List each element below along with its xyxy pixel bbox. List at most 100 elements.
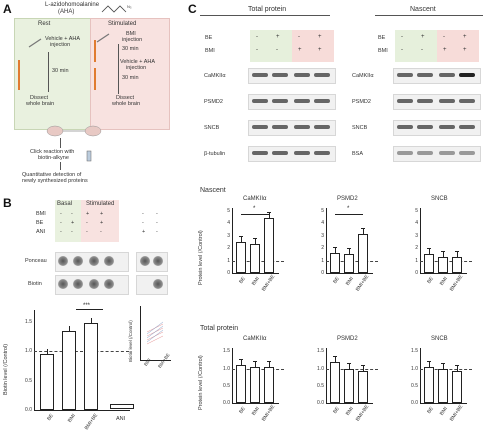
c-total-ytick: 1.5 [223,348,230,355]
aha-abbrev: (AHA) [58,9,75,15]
b-sign-cell: - [71,211,73,217]
c-nascent-band [459,73,475,77]
c-total-errcap [455,365,459,367]
c-nascent-band [439,73,455,77]
c-nascent-errcap [361,228,365,230]
c-total-errbar [335,355,336,362]
dot-blot-spot [89,279,99,289]
c-nascent-bar [358,234,368,273]
c-total-errcap [267,360,271,362]
c-nascent-bar [344,254,354,273]
b-sign-cell: - [60,220,62,226]
c-nascent-bar [452,256,462,273]
stim-bmi-label: BMI [126,31,136,37]
b-bar [62,330,76,410]
c-nascent-ytick: 2 [227,245,230,251]
rest-injection-label: Vehicle + AHA [45,36,81,42]
row-label-bmi: BMI [36,211,46,217]
c-total-band [272,99,288,103]
c-nascent-ytick: 2 [415,245,418,251]
c-nascent-be-sign: + [421,34,425,40]
total-section-heading: Total protein [200,325,239,332]
panel-b-letter: B [3,196,12,210]
rest-injection-label-2: injection [50,42,71,48]
detection-label-2: newly synthesized proteins [22,178,88,184]
dot-blot-spot [58,256,68,266]
b-ytick: 1.5 [25,318,32,325]
b-sign-cell: - [86,220,88,226]
c-total-bar [344,368,354,403]
c-nascent-xtick: BMI+BE [448,273,465,293]
c-nascent-band [439,99,455,103]
aha-structure-icon: N₃ [100,2,134,16]
inset-ylabel: Biotin level (/Control) [128,320,133,362]
c-nascent-bmi-sign: + [463,47,467,53]
c-total-ytick: 1.0 [317,365,324,372]
c-total-axis [232,348,279,404]
b-xtick: BE [46,413,55,422]
c-total-blot-label: PSMD2 [204,99,223,105]
c-total-be-label: BE [205,35,213,41]
c-nascent-errcap [267,212,271,213]
syringe-icon [28,35,42,48]
c-total-errbar [443,363,444,370]
arrow-down-2 [60,162,61,170]
c-nascent-chart-title: PSMD2 [337,196,358,202]
c-total-errcap [361,365,365,367]
c-total-band [252,151,268,155]
c-total-band [252,73,268,77]
stim-time-1: 30 min [122,46,139,52]
c-total-xtick: BMI+BE [448,403,465,423]
c-total-errbar [255,360,256,367]
row-label-ani: ANI [36,229,46,235]
b-sign-cell: - [86,229,88,235]
c-total-xtick: BMI+BE [354,403,371,423]
basal-shade [55,200,81,242]
b-baseline [34,351,129,353]
c-total-blot-strip [248,68,336,84]
c-nascent-bmi-sign: + [443,47,447,53]
c-total-chart-title: SNCB [431,336,448,342]
c-total-bar [452,371,462,403]
detection-label: Quantitative detection of [22,172,82,178]
c-total-axis [326,348,373,404]
c-total-bmi-sign: - [256,47,258,53]
b-sig-bracket [76,309,103,310]
c-nascent-xtick: BMI+BE [260,273,277,293]
c-nascent-band [459,99,475,103]
dot-blot-spot [58,279,68,289]
c-total-bar [264,366,274,403]
c-nascent-axis [232,208,279,274]
c-nascent-blot-strip [393,120,481,136]
stim-dissect: Dissect [116,95,135,101]
c-total-bar [330,361,340,403]
c-total-chart-title: PSMD2 [337,336,358,342]
c-nascent-errbar [335,247,336,253]
c-nascent-bar [438,256,448,273]
c-total-chart-title: CaMKIIα [243,336,267,342]
c-total-ytick: 0.5 [223,382,230,389]
basal-label: Basal [57,201,73,207]
c-total-bmi-sign: + [318,47,322,53]
c-nascent-errbar [457,250,458,257]
c-nascent-ytick: 4 [415,220,418,226]
c-nascent-blot-label: SNCB [352,125,368,131]
c-total-errbar [269,360,270,367]
c-nascent-sig-bracket [335,214,363,215]
c-nascent-errbar [241,235,242,242]
stim-dissect-2: whole brain [112,101,141,107]
nascent-title: Nascent [410,6,436,13]
b-significance: *** [83,303,91,309]
c-nascent-xtick: BMI+BE [354,273,371,293]
c-total-ytick: 1.5 [317,348,324,355]
c-total-ylabel: Protein level (/Control) [198,355,204,410]
c-total-ytick: 1.5 [411,348,418,355]
c-nascent-band [397,151,413,155]
c-nascent-band [417,99,433,103]
total-protein-rule [200,15,330,16]
c-nascent-blot-label: PSMD2 [352,99,371,105]
c-total-bar [250,366,260,403]
c-total-errbar [241,359,242,366]
c-total-errcap [239,359,243,361]
c-total-xtick: BE [332,406,341,415]
